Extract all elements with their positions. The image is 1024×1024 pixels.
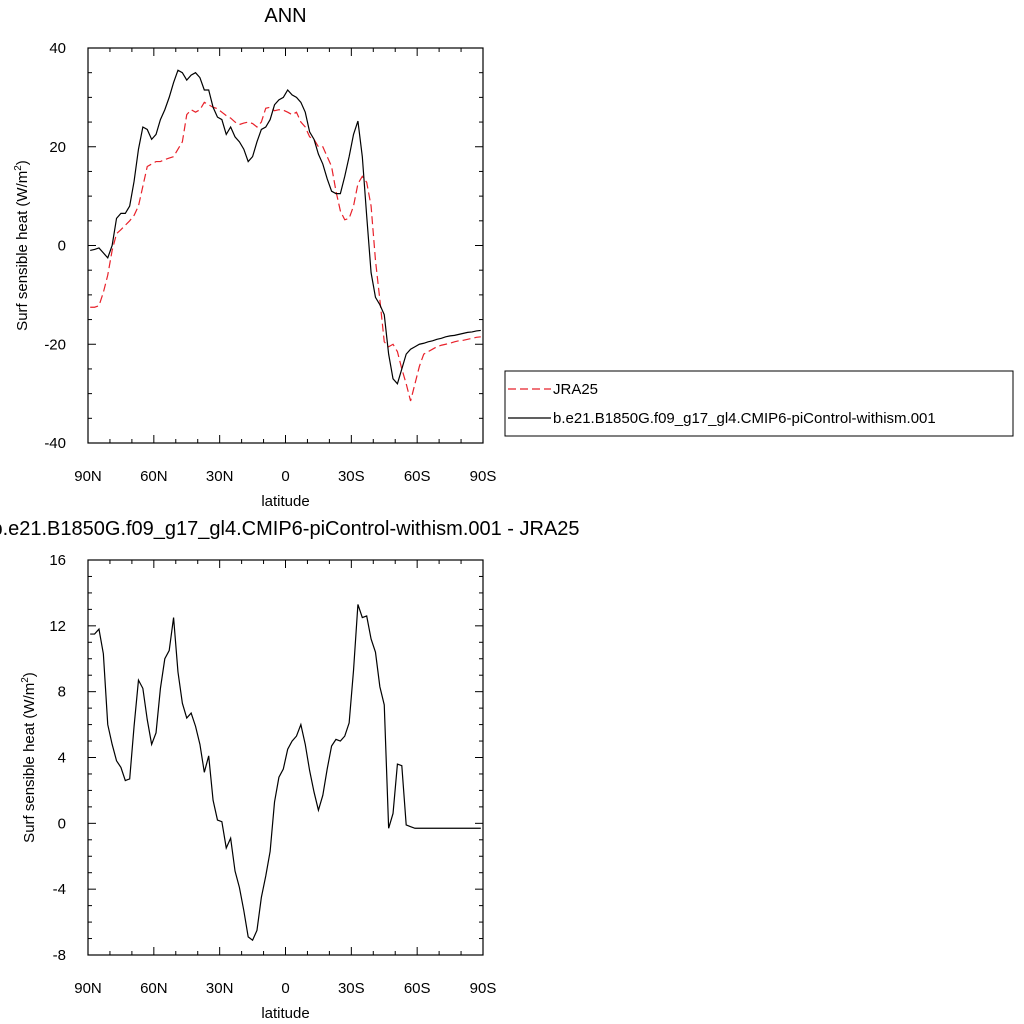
y-tick-label: 4 bbox=[58, 750, 66, 767]
series-line-2 bbox=[90, 69, 481, 385]
legend-label-1: JRA25 bbox=[553, 381, 598, 398]
y-tick-label: -4 bbox=[53, 881, 66, 898]
y-axis-label-superscript: 2 bbox=[20, 677, 31, 683]
x-tick-label: 60N bbox=[140, 980, 168, 997]
y-tick-label: 0 bbox=[58, 815, 66, 832]
y-tick-label: -40 bbox=[44, 435, 66, 452]
y-axis-label-superscript: 2 bbox=[13, 165, 24, 171]
plot-frame bbox=[87, 47, 484, 444]
legend-label-2: b.e21.B1850G.f09_g17_gl4.CMIP6-piControl… bbox=[553, 410, 936, 427]
x-axis-label: latitude bbox=[261, 493, 309, 510]
y-tick-label: 40 bbox=[49, 40, 66, 57]
x-tick-label: 90S bbox=[470, 980, 497, 997]
y-axis-label-close: ) bbox=[14, 160, 31, 165]
x-tick-label: 30N bbox=[206, 468, 234, 485]
y-axis-label-text: Surf sensible heat (W/m bbox=[21, 683, 38, 843]
legend-box bbox=[504, 370, 1014, 437]
y-tick-label: -8 bbox=[53, 947, 66, 964]
y-axis-label: Surf sensible heat (W/m2) bbox=[13, 160, 31, 331]
chart-panel-2: b.e21.B1850G.f09_g17_gl4.CMIP6-piControl… bbox=[0, 518, 580, 1022]
x-tick-label: 60S bbox=[404, 980, 431, 997]
y-tick-label: 16 bbox=[49, 552, 66, 569]
y-tick-label: 8 bbox=[58, 684, 66, 701]
series-line-1 bbox=[90, 604, 481, 942]
y-axis-label-text: Surf sensible heat (W/m bbox=[14, 171, 31, 331]
y-tick-label: -20 bbox=[44, 336, 66, 353]
x-tick-label: 60N bbox=[140, 468, 168, 485]
x-tick-label: 0 bbox=[281, 468, 289, 485]
x-tick-label: 30S bbox=[338, 468, 365, 485]
y-tick-label: 0 bbox=[58, 238, 66, 255]
y-axis-label-close: ) bbox=[21, 672, 38, 677]
chart-title: ANN bbox=[264, 5, 306, 27]
y-axis-label: Surf sensible heat (W/m2) bbox=[20, 672, 38, 843]
x-tick-label: 30S bbox=[338, 980, 365, 997]
legend: JRA25 b.e21.B1850G.f09_g17_gl4.CMIP6-piCo… bbox=[504, 370, 1014, 437]
y-tick-label: 12 bbox=[49, 618, 66, 635]
x-tick-label: 30N bbox=[206, 980, 234, 997]
x-tick-label: 0 bbox=[281, 980, 289, 997]
series-line-1 bbox=[90, 101, 481, 402]
x-tick-label: 60S bbox=[404, 468, 431, 485]
x-tick-label: 90S bbox=[470, 468, 497, 485]
x-tick-label: 90N bbox=[74, 980, 102, 997]
chart-title: b.e21.B1850G.f09_g17_gl4.CMIP6-piControl… bbox=[0, 518, 580, 540]
x-tick-label: 90N bbox=[74, 468, 102, 485]
chart-panel-1: ANN 90N 60N 30N 0 30S 60S 90S -40 -20 0 20 40 latitud… bbox=[13, 5, 1014, 510]
y-tick-label: 20 bbox=[49, 139, 66, 156]
x-axis-label: latitude bbox=[261, 1005, 309, 1022]
